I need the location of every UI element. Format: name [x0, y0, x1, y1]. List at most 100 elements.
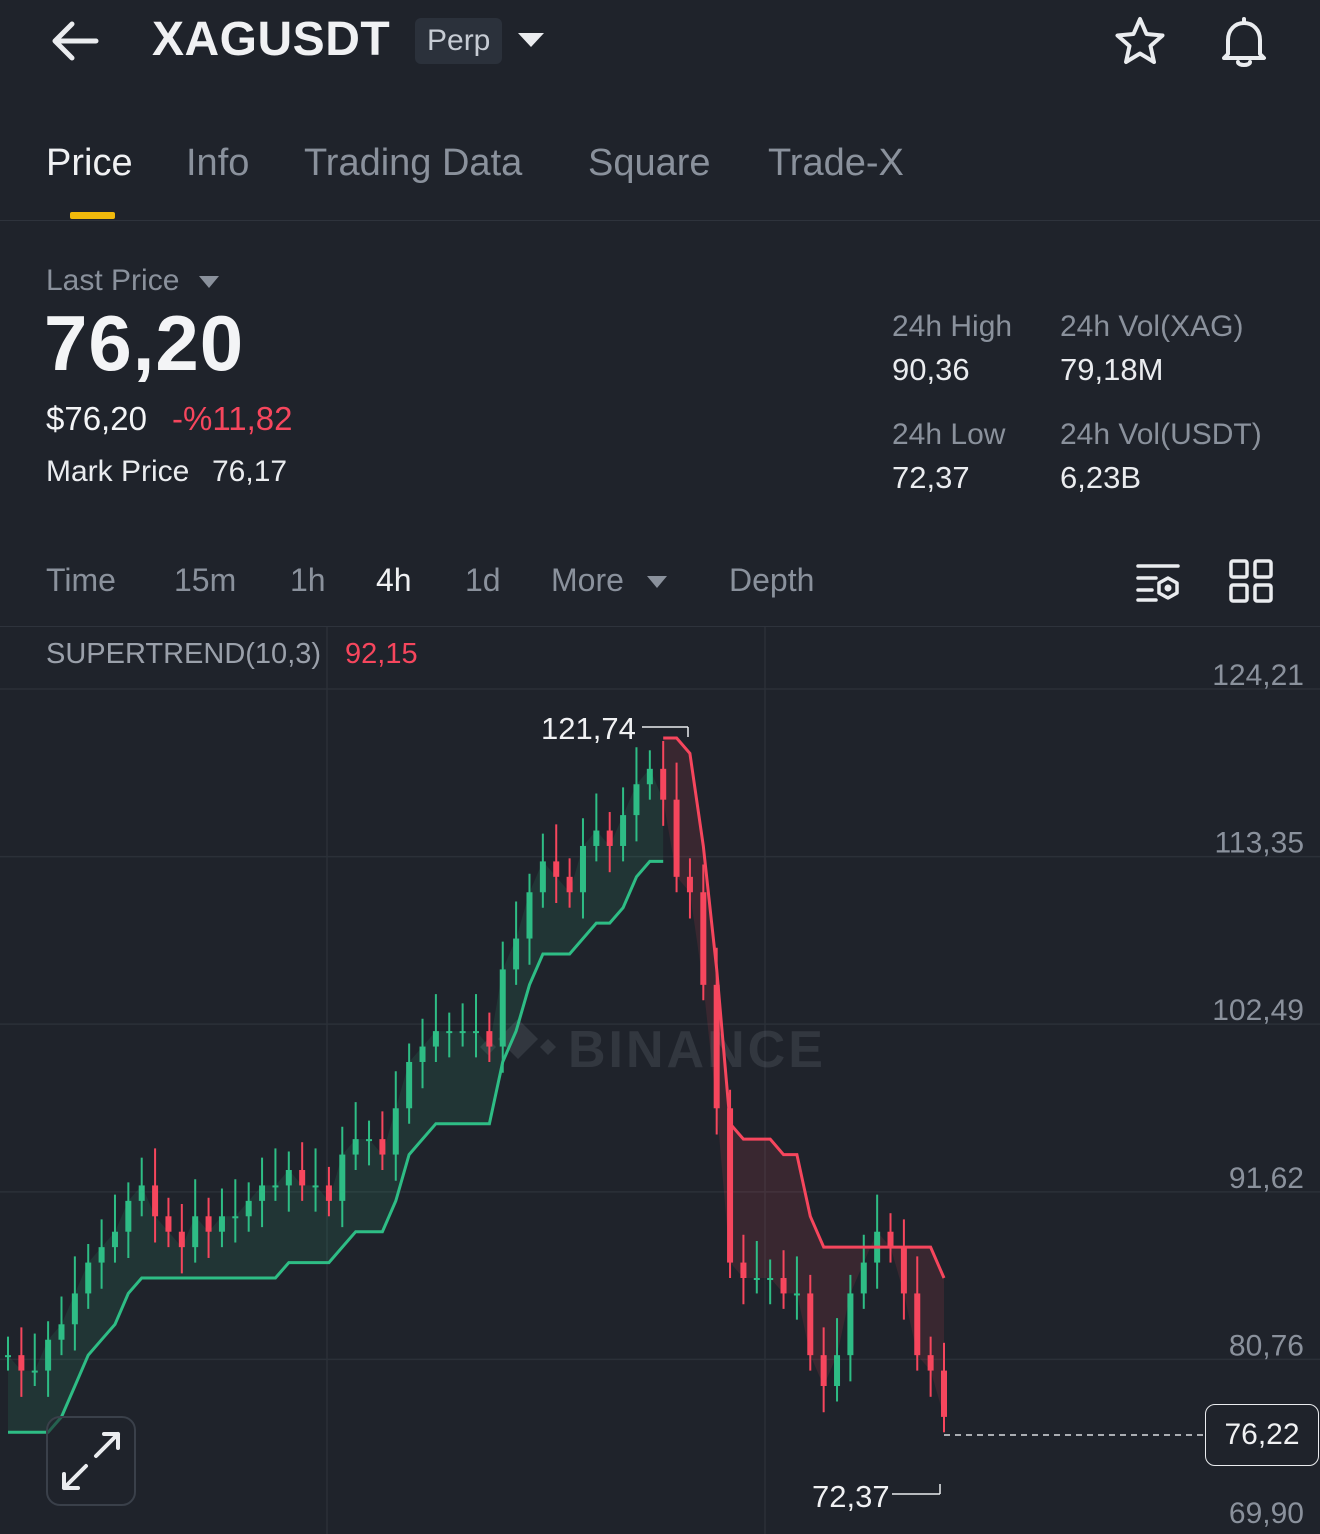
- candle-body: [459, 1031, 466, 1034]
- usd-price: $76,20: [46, 400, 147, 437]
- stat-24h-vol-xag-label: 24h Vol(XAG): [1060, 310, 1244, 343]
- candle-body: [138, 1185, 145, 1201]
- candle-body: [499, 969, 506, 1047]
- interval-time[interactable]: Time: [46, 562, 116, 598]
- candle-body: [660, 768, 667, 800]
- candle-body: [111, 1231, 118, 1248]
- candle-body: [473, 1031, 479, 1034]
- last-price: 76,20: [44, 299, 245, 387]
- caret-down-icon[interactable]: [198, 275, 220, 289]
- interval-more[interactable]: More: [551, 562, 624, 598]
- tab-price[interactable]: Price: [46, 142, 133, 184]
- y-tick-label: 124,21: [1212, 659, 1304, 692]
- y-tick-label: 91,62: [1229, 1162, 1304, 1195]
- candle-body: [860, 1262, 867, 1294]
- y-tick-label: 113,35: [1214, 827, 1304, 860]
- candle-body: [85, 1262, 92, 1294]
- stat-24h-high-value: 90,36: [892, 352, 970, 387]
- section-tabs: Price Info Trading Data Square Trade-X: [0, 120, 1320, 221]
- candle-body: [339, 1154, 346, 1201]
- candle-body: [793, 1293, 800, 1296]
- high-marker-label: 121,74: [541, 711, 636, 746]
- low-marker-label: 72,37: [812, 1479, 890, 1514]
- caret-down-icon[interactable]: [516, 30, 546, 50]
- active-tab-indicator: [70, 212, 115, 219]
- candle-body: [18, 1355, 25, 1371]
- candle-body: [98, 1247, 105, 1263]
- tab-square[interactable]: Square: [588, 142, 711, 184]
- symbol-title[interactable]: XAGUSDT: [152, 13, 391, 66]
- candle-body: [259, 1185, 266, 1201]
- supertrend-up-line: [8, 859, 664, 1434]
- candle-body: [807, 1293, 814, 1356]
- chart-settings-icon[interactable]: [1134, 558, 1182, 604]
- candle-body: [178, 1231, 185, 1248]
- candle-body: [700, 892, 707, 985]
- candle-body: [686, 876, 693, 893]
- candle-body: [58, 1324, 65, 1340]
- supertrend-down-line: [663, 736, 946, 1279]
- candle-body: [513, 938, 520, 970]
- candle-body: [579, 845, 586, 893]
- candle-body: [900, 1247, 907, 1294]
- binance-watermark: BINANCE: [480, 1019, 826, 1079]
- supertrend-indicator-value: 92,15: [345, 638, 418, 670]
- candle-body: [419, 1046, 426, 1062]
- candle-body: [887, 1231, 894, 1248]
- grid-layout-icon[interactable]: [1228, 558, 1274, 604]
- candle-body: [526, 892, 533, 939]
- mark-price-value: 76,17: [212, 455, 288, 488]
- caret-down-icon[interactable]: [646, 575, 668, 589]
- svg-text:BINANCE: BINANCE: [568, 1021, 826, 1079]
- candle-body: [152, 1185, 159, 1217]
- candle-body: [125, 1200, 132, 1232]
- expand-chart-button[interactable]: [46, 1416, 136, 1506]
- star-icon[interactable]: [1112, 14, 1168, 70]
- candle-body: [432, 1031, 439, 1047]
- interval-1h[interactable]: 1h: [290, 562, 326, 598]
- candle-body: [914, 1293, 921, 1356]
- candle-body: [192, 1216, 199, 1248]
- back-arrow-icon[interactable]: [48, 18, 102, 64]
- supertrend-down-fill: [663, 738, 944, 1417]
- tab-info[interactable]: Info: [186, 142, 250, 184]
- y-tick-label: 102,49: [1212, 994, 1304, 1027]
- mark-price-label: Mark Price: [46, 455, 190, 488]
- candle-body: [646, 768, 653, 785]
- candle-body: [927, 1355, 934, 1371]
- interval-depth[interactable]: Depth: [729, 562, 815, 598]
- expand-icon: [62, 1432, 120, 1490]
- candle-body: [767, 1278, 774, 1281]
- stat-24h-low-value: 72,37: [892, 460, 970, 495]
- tab-trade-x[interactable]: Trade-X: [768, 142, 904, 184]
- price-chart[interactable]: BINANCE 124,21 113,35 102,49 91,62 80,76 69,9…: [0, 626, 1320, 1534]
- interval-1d[interactable]: 1d: [465, 562, 501, 598]
- candle-body: [593, 830, 600, 846]
- candle-body: [285, 1169, 292, 1186]
- candlestick-chart[interactable]: BINANCE 124,21 113,35 102,49 91,62 80,76 69,9…: [0, 627, 1320, 1534]
- candle-body: [218, 1216, 225, 1232]
- interval-15m[interactable]: 15m: [174, 562, 237, 598]
- bell-icon[interactable]: [1216, 14, 1272, 70]
- tab-trading-data[interactable]: Trading Data: [304, 142, 523, 184]
- supertrend-indicator-label[interactable]: SUPERTREND(10,3): [46, 638, 322, 670]
- candle-body: [566, 876, 573, 893]
- candle-body: [633, 784, 640, 816]
- candle-body: [740, 1262, 747, 1279]
- candle-body: [45, 1339, 52, 1371]
- price-type-selector[interactable]: Last Price: [46, 264, 180, 297]
- candle-body: [5, 1355, 11, 1358]
- candle-body: [780, 1278, 787, 1294]
- y-tick-label: 69,90: [1229, 1497, 1304, 1530]
- candle-body: [753, 1278, 760, 1281]
- stat-24h-low-label: 24h Low: [892, 418, 1006, 451]
- candle-body: [820, 1355, 827, 1387]
- candle-body: [673, 799, 680, 877]
- candle-body: [245, 1200, 252, 1217]
- candle-body: [446, 1031, 453, 1034]
- candle-body: [834, 1355, 841, 1387]
- interval-4h[interactable]: 4h: [376, 562, 412, 598]
- candle-body: [232, 1216, 239, 1219]
- candle-body: [727, 1108, 734, 1263]
- top-bar: XAGUSDT Perp: [0, 0, 1320, 95]
